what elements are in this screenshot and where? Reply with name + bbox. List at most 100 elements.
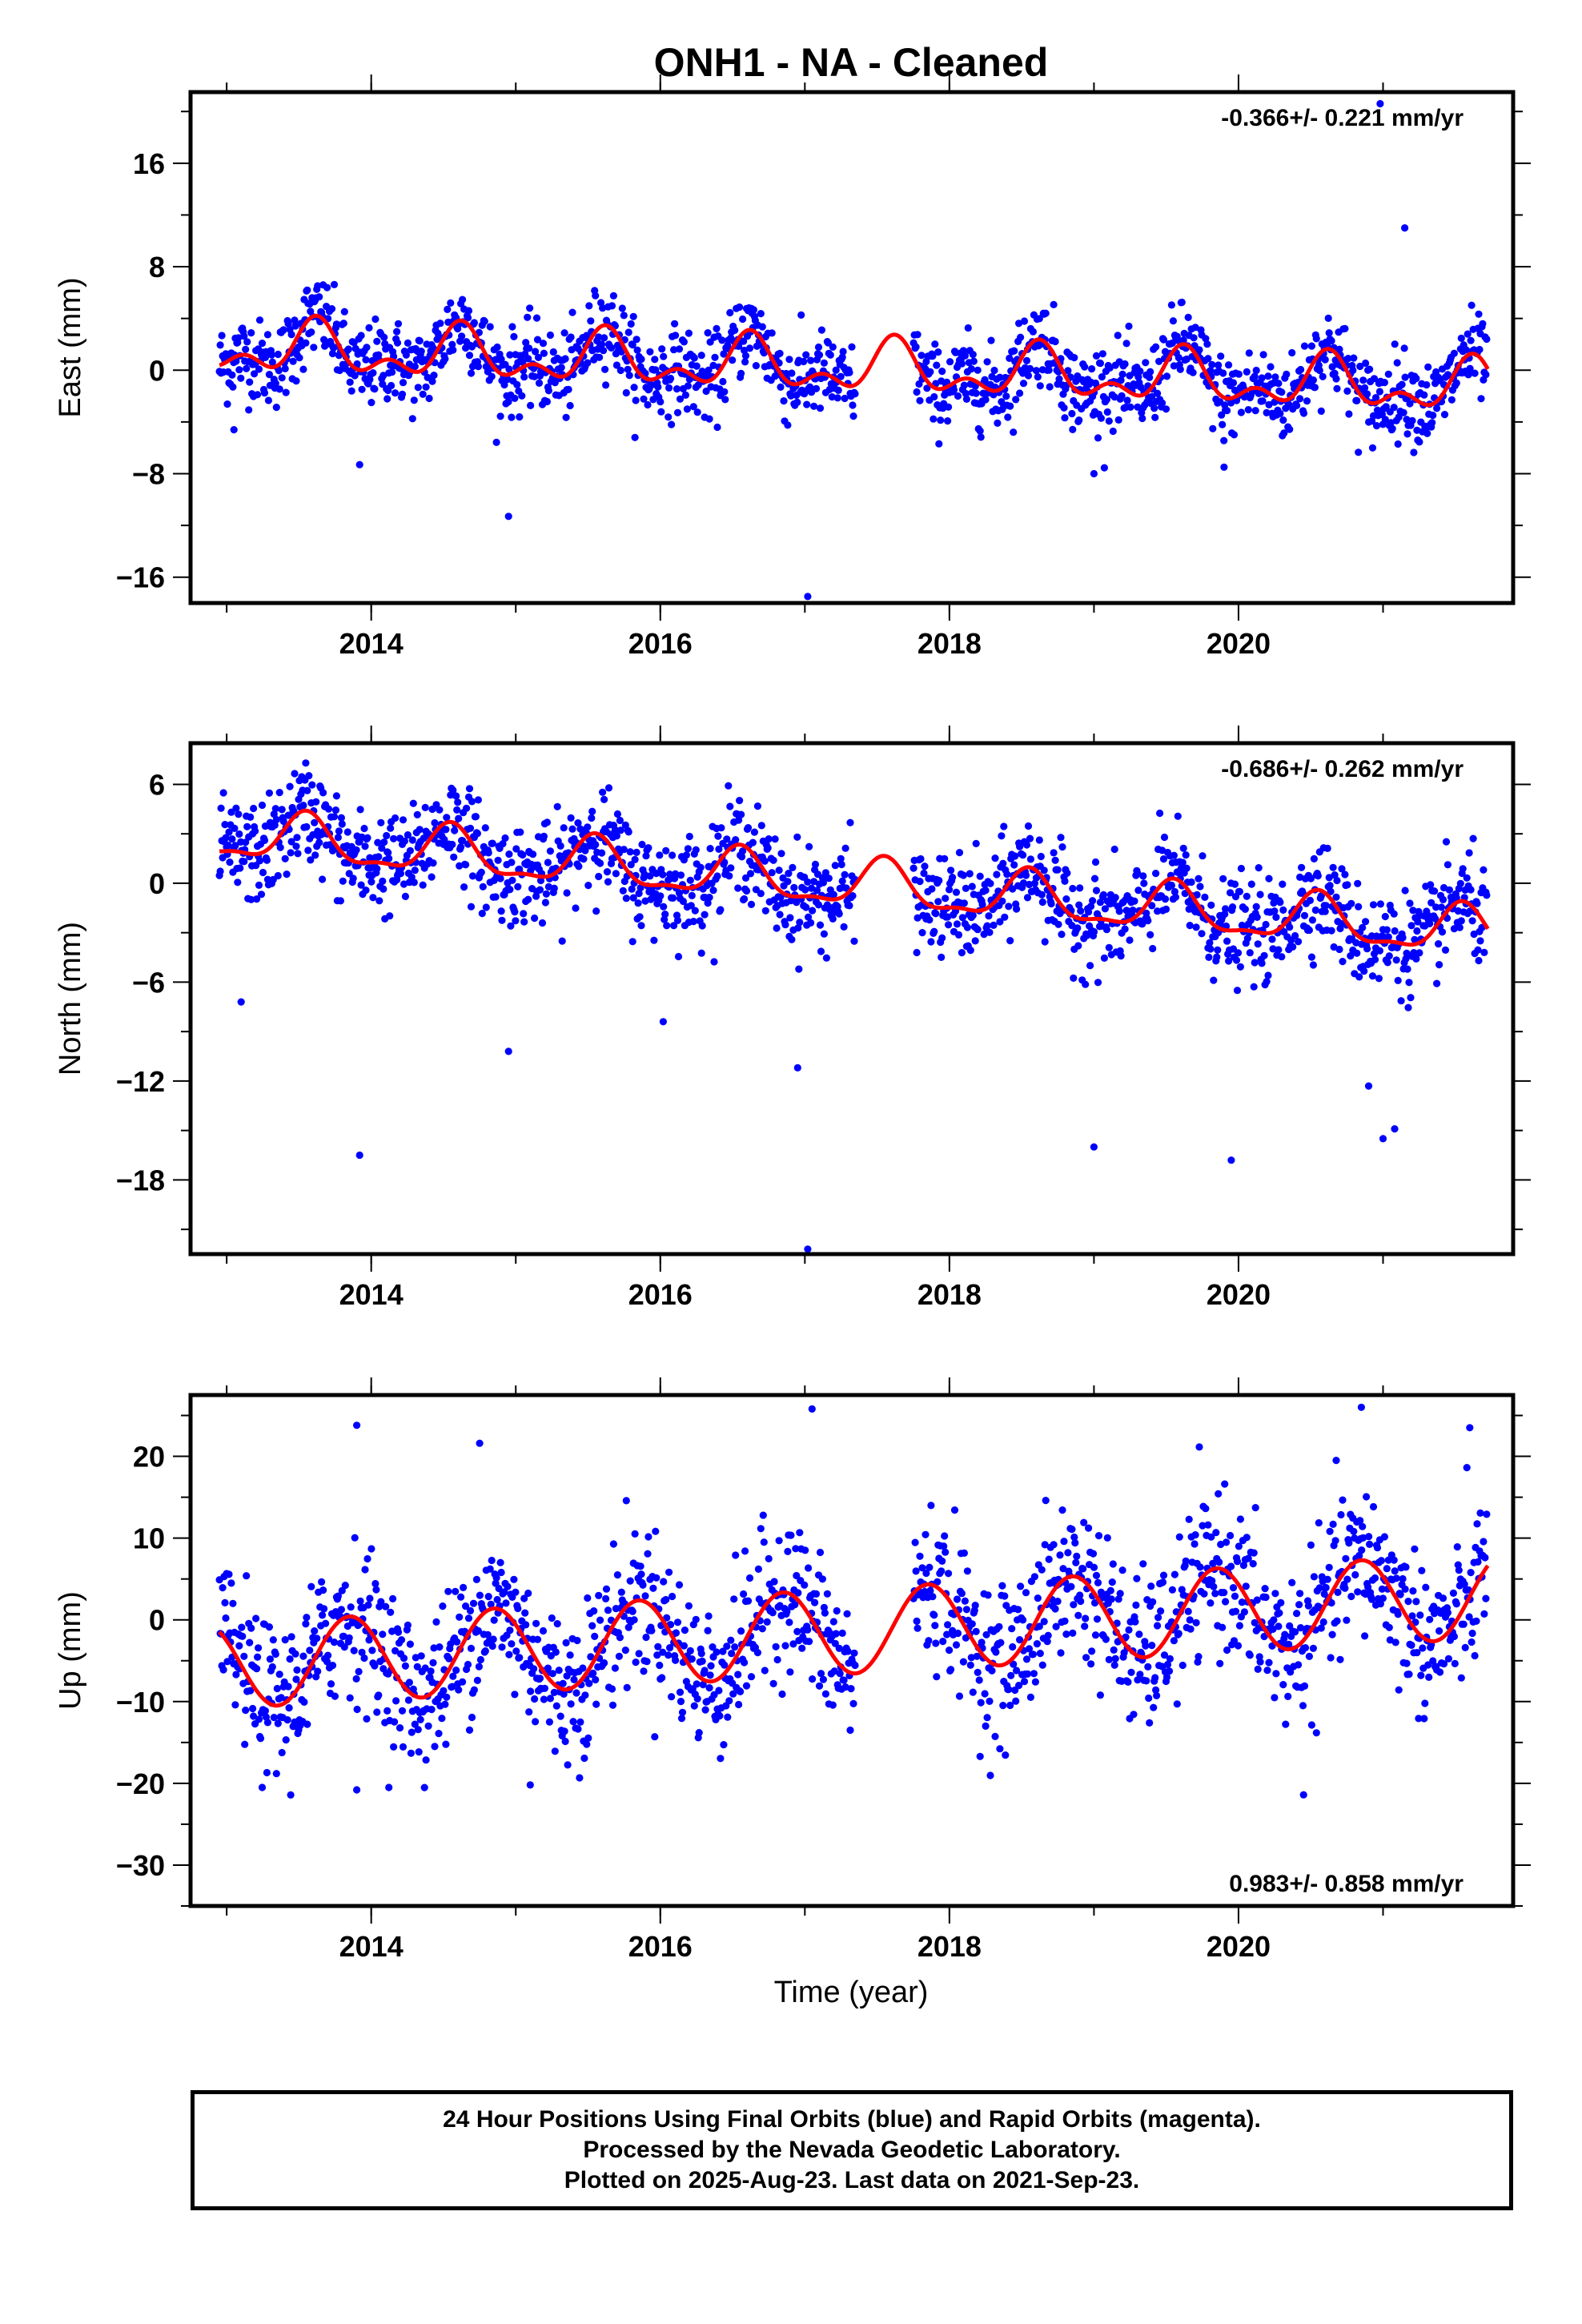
data-point <box>958 949 966 957</box>
data-point <box>1016 842 1024 850</box>
data-point <box>1471 369 1479 377</box>
data-point <box>960 899 968 907</box>
data-point <box>1264 971 1272 979</box>
data-point <box>1099 891 1107 899</box>
data-point <box>353 1705 361 1714</box>
data-point <box>794 1589 802 1597</box>
data-point <box>714 832 722 840</box>
data-point <box>1323 844 1331 852</box>
data-point <box>289 357 297 365</box>
data-point <box>1473 1520 1481 1528</box>
data-point <box>1152 343 1160 351</box>
data-point <box>1227 1531 1235 1540</box>
data-point <box>1317 892 1325 900</box>
data-point <box>492 893 500 901</box>
data-point <box>524 895 532 903</box>
data-point <box>740 1590 748 1598</box>
data-point <box>524 313 532 321</box>
data-point <box>379 877 387 885</box>
data-point <box>1217 1540 1225 1549</box>
data-point <box>1059 1565 1067 1573</box>
data-point <box>534 353 543 361</box>
data-point <box>1306 896 1314 904</box>
data-point <box>717 906 725 914</box>
data-point <box>600 795 608 804</box>
data-point <box>820 930 828 938</box>
data-point <box>272 1770 280 1778</box>
data-point <box>1359 923 1367 931</box>
data-point <box>1154 1614 1162 1622</box>
data-point <box>1231 880 1239 888</box>
data-point <box>1217 352 1225 360</box>
data-point <box>737 1687 745 1695</box>
data-point <box>1483 335 1491 344</box>
data-point <box>436 320 444 328</box>
data-point <box>1412 374 1420 383</box>
data-point <box>1129 907 1137 915</box>
data-point <box>1428 419 1436 427</box>
data-point <box>345 1634 353 1642</box>
data-point <box>1174 1630 1182 1638</box>
data-point <box>397 1636 406 1644</box>
data-point <box>473 1676 482 1684</box>
data-point <box>1265 1659 1273 1667</box>
data-point <box>493 1595 501 1604</box>
data-point <box>492 1574 500 1582</box>
data-point <box>508 413 516 421</box>
data-point <box>1050 849 1058 857</box>
data-point <box>635 1650 643 1658</box>
data-point <box>1158 399 1166 407</box>
data-point <box>1006 937 1014 945</box>
x-tick-label: 2020 <box>1207 627 1271 660</box>
data-point <box>962 389 970 398</box>
data-point <box>616 826 624 834</box>
data-point <box>545 1718 554 1726</box>
data-point <box>595 872 603 881</box>
data-point <box>299 1652 307 1660</box>
data-point <box>1442 838 1451 846</box>
data-point <box>1392 956 1400 964</box>
data-point <box>1336 1655 1344 1663</box>
data-point <box>470 319 479 327</box>
data-point <box>363 1554 371 1563</box>
data-point <box>1479 320 1487 328</box>
data-point <box>829 891 837 899</box>
data-point <box>452 1587 460 1595</box>
data-point <box>1345 1539 1353 1547</box>
data-point <box>1118 370 1126 378</box>
data-point <box>1345 410 1353 418</box>
data-point <box>456 1613 464 1621</box>
data-point <box>409 799 417 807</box>
data-point <box>801 1581 809 1589</box>
outlier-point <box>659 1018 668 1026</box>
data-point <box>1196 883 1204 891</box>
data-point <box>812 384 821 392</box>
data-point <box>327 305 336 313</box>
data-point <box>1466 907 1474 915</box>
data-point <box>544 1664 552 1672</box>
data-point <box>436 1643 444 1651</box>
data-point <box>962 884 970 892</box>
data-point <box>1368 972 1377 980</box>
data-point <box>726 802 734 810</box>
data-point <box>622 388 630 397</box>
data-point <box>522 339 530 347</box>
data-point <box>496 875 504 883</box>
data-point <box>1096 899 1104 907</box>
data-point <box>500 1588 508 1596</box>
data-point <box>709 887 717 895</box>
data-point <box>1244 1554 1252 1562</box>
data-point <box>750 828 759 836</box>
data-point <box>400 837 408 845</box>
data-point <box>314 282 322 290</box>
data-point <box>1166 1655 1174 1663</box>
data-point <box>628 938 636 946</box>
data-point <box>1474 1558 1482 1566</box>
data-point <box>1359 1534 1367 1542</box>
data-point <box>1311 906 1319 915</box>
data-point <box>356 806 364 814</box>
data-point <box>1414 918 1422 926</box>
data-point <box>625 372 633 380</box>
data-point <box>598 849 606 857</box>
data-point <box>811 860 820 868</box>
